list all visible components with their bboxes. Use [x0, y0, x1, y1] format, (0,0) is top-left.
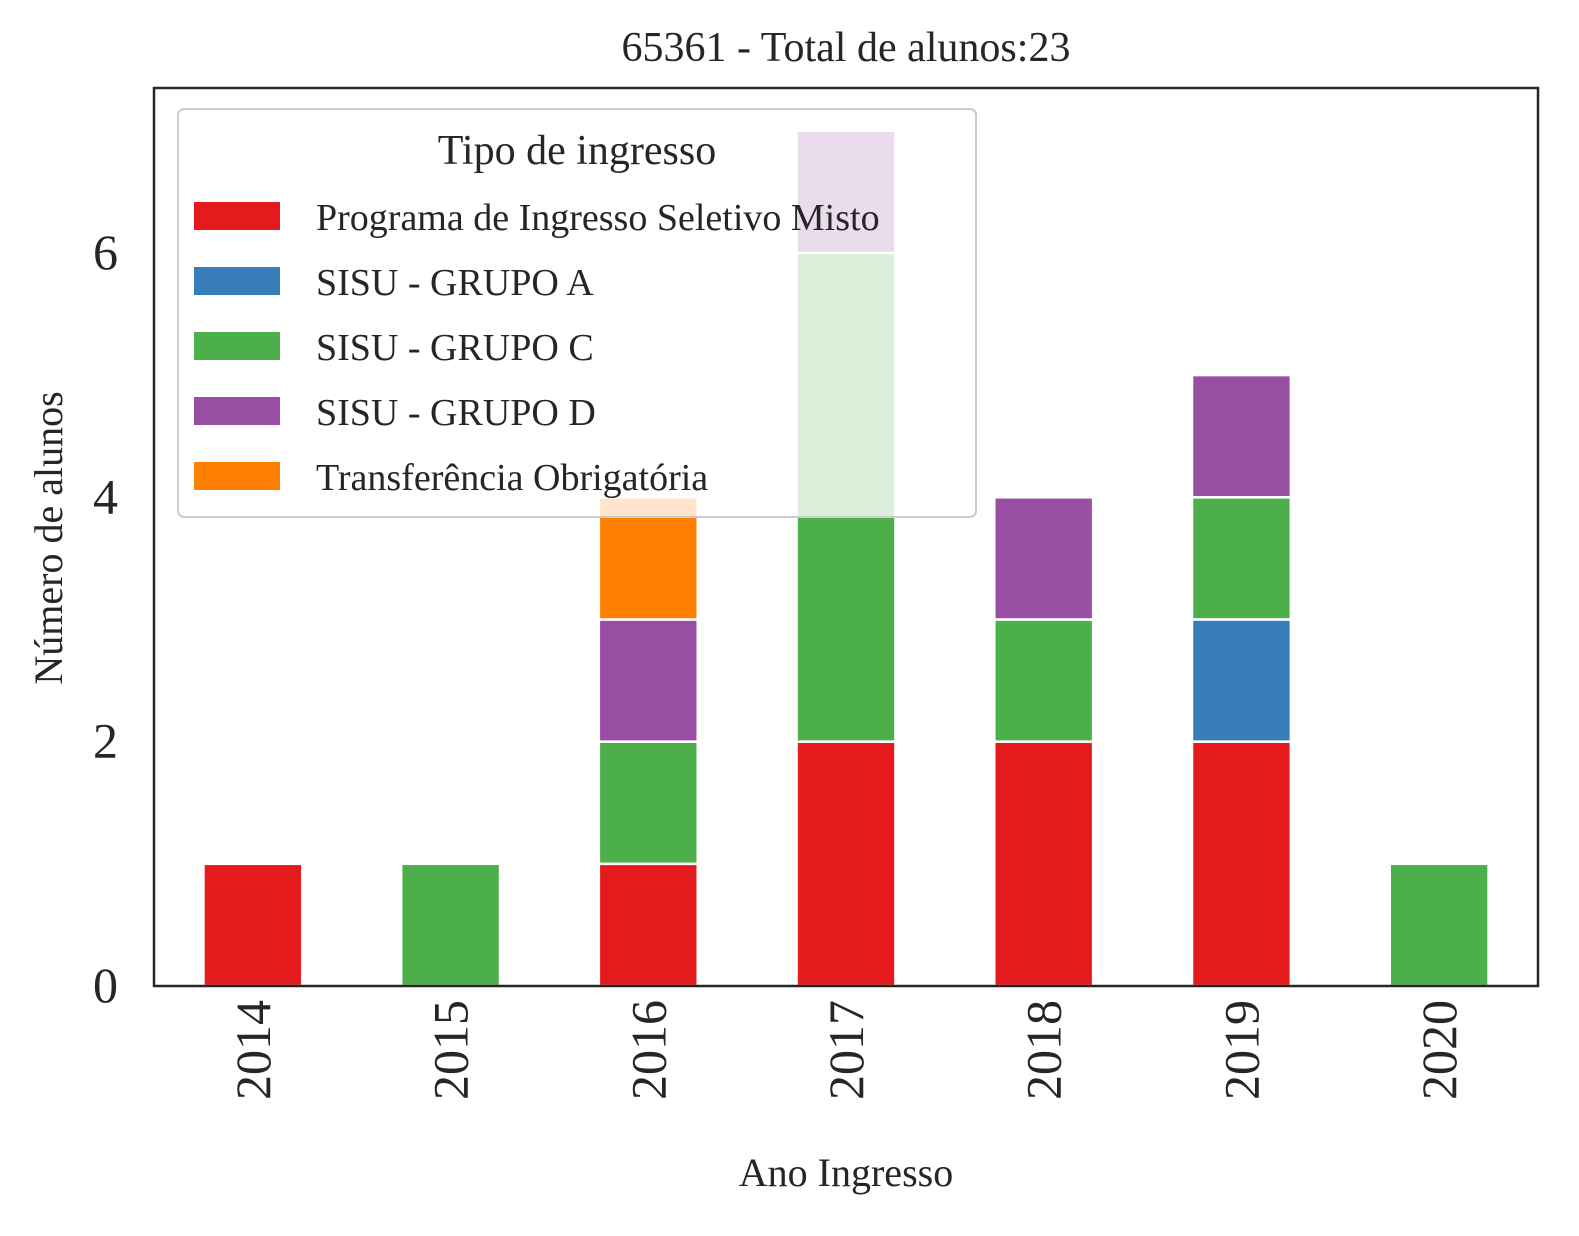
- x-tick-label: 2015: [423, 1000, 479, 1100]
- y-tick-label: 0: [93, 957, 118, 1013]
- x-ticks: 2014 2015 2016 2017 2018 2019 2020: [225, 1000, 1467, 1100]
- legend-swatch: [194, 332, 280, 360]
- bar-2015-series-2: [399, 862, 502, 988]
- x-tick-label: 2018: [1016, 1000, 1072, 1100]
- legend-label: SISU - GRUPO C: [316, 327, 594, 369]
- chart-title: 65361 - Total de alunos:23: [622, 25, 1071, 71]
- legend-swatch: [194, 202, 280, 230]
- x-tick-label: 2016: [620, 1000, 676, 1100]
- x-tick-label: 2014: [225, 1000, 281, 1100]
- bar-2019-series-3: [1190, 373, 1293, 499]
- y-tick-label: 4: [93, 468, 118, 524]
- y-tick-label: 6: [93, 224, 118, 280]
- legend-swatch: [194, 397, 280, 425]
- bar-2016-series-0: [597, 862, 699, 988]
- legend-box: [177, 108, 977, 518]
- x-tick-label: 2020: [1411, 1000, 1467, 1100]
- bar-2016-series-2: [597, 740, 699, 866]
- bar-2017-series-0: [795, 740, 897, 988]
- bar-2018-series-2: [993, 618, 1095, 743]
- legend-label: SISU - GRUPO A: [316, 262, 594, 304]
- plot-frame: [152, 86, 1540, 988]
- bar-2018-series-0: [993, 740, 1095, 988]
- y-axis-label: Número de alunos: [26, 391, 71, 684]
- legend-swatch: [194, 267, 280, 295]
- bar-2019-series-2: [1190, 496, 1293, 621]
- bar-2014-series-0: [202, 862, 304, 988]
- legend-label: Programa de Ingresso Seletivo Misto: [316, 197, 880, 239]
- legend-label: SISU - GRUPO D: [316, 392, 596, 434]
- legend: Tipo de ingresso Programa de Ingresso Se…: [177, 108, 977, 518]
- bar-2019-series-0: [1190, 740, 1293, 988]
- y-ticks: 0 2 4 6: [93, 224, 118, 1013]
- x-tick-label: 2017: [818, 1000, 874, 1100]
- x-tick-label: 2019: [1213, 1000, 1269, 1100]
- bar-2018-series-3: [993, 496, 1095, 621]
- bar-2020-series-2: [1388, 862, 1490, 988]
- bar-2016-series-3: [597, 618, 699, 743]
- x-axis-label: Ano Ingresso: [739, 1150, 953, 1195]
- legend-swatch: [194, 462, 280, 490]
- y-tick-label: 2: [93, 713, 118, 769]
- bar-2019-series-1: [1190, 618, 1293, 743]
- legend-label: Transferência Obrigatória: [316, 457, 708, 499]
- legend-title: Tipo de ingresso: [438, 128, 716, 174]
